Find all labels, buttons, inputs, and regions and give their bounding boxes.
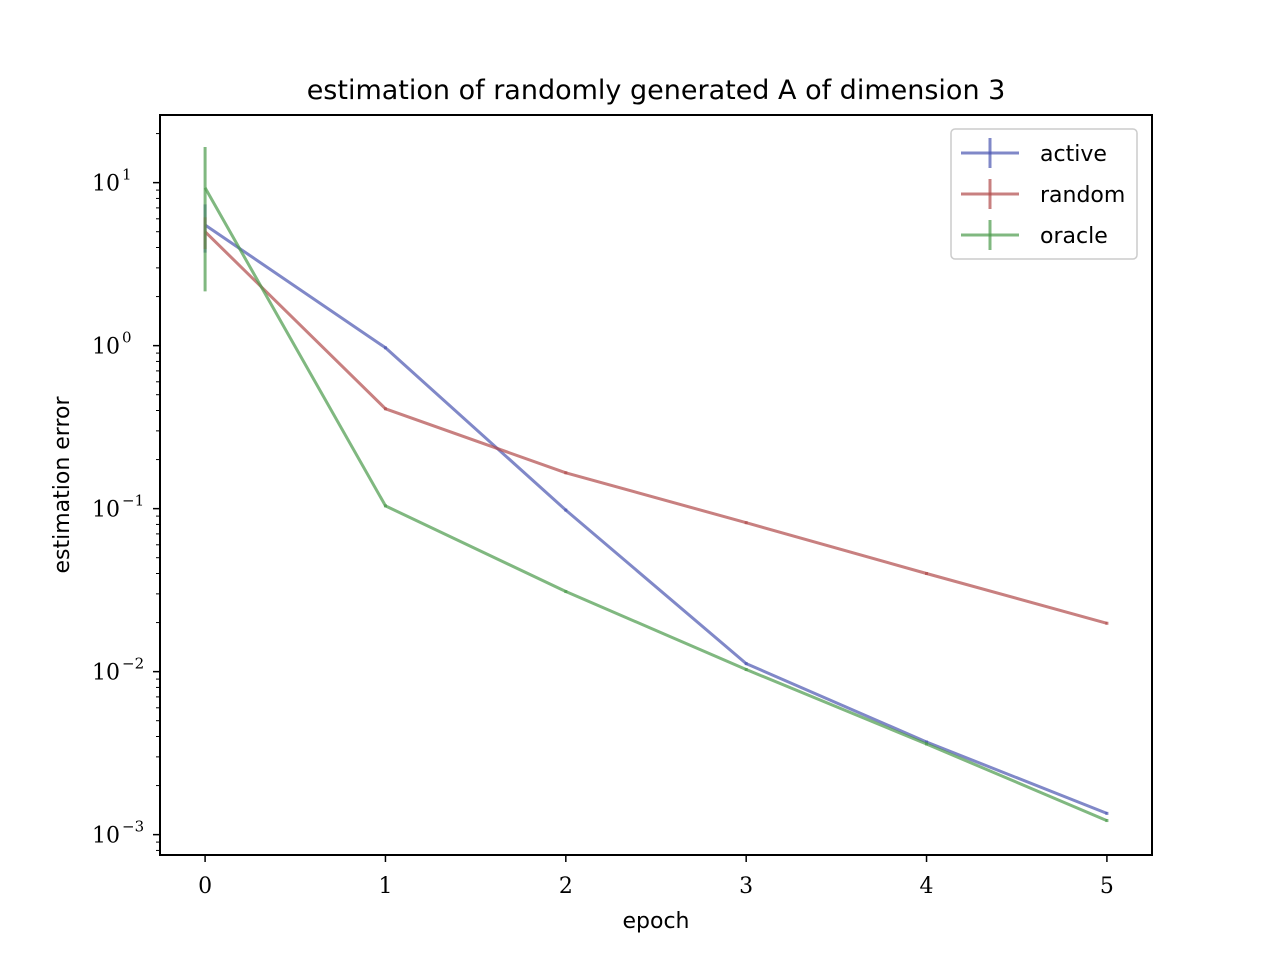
- plot-frame: [159, 114, 1153, 856]
- y-tick-exponent: −3: [122, 818, 144, 836]
- chart-title: estimation of randomly generated A of di…: [307, 75, 1006, 106]
- x-tick-label: 5: [1100, 874, 1114, 899]
- series-line-random: [204, 230, 1108, 625]
- series-oracle: [203, 146, 1109, 823]
- y-tick-exponent: −2: [122, 655, 144, 673]
- legend-label-random: random: [1040, 183, 1125, 208]
- y-tick-exponent: 0: [122, 329, 132, 347]
- series-line-active: [204, 223, 1108, 815]
- legend-box: [950, 128, 1138, 260]
- y-tick-exponent: −1: [122, 492, 144, 510]
- legend-item-active: active: [961, 138, 1107, 168]
- y-tick-label: 10: [92, 172, 120, 197]
- legend-label-active: active: [1040, 142, 1107, 167]
- y-axis-label: estimation error: [50, 396, 75, 574]
- x-axis-ticks: 0 1 2 3 4 5: [198, 855, 1114, 899]
- x-axis-label: epoch: [623, 909, 690, 934]
- series-layer: [203, 146, 1109, 823]
- legend-label-oracle: oracle: [1040, 224, 1108, 249]
- x-tick-label: 0: [198, 874, 212, 899]
- legend: active random oracle: [950, 128, 1138, 260]
- y-tick-label: 10: [92, 661, 120, 686]
- x-tick-label: 2: [559, 874, 573, 899]
- y-tick-label: 10: [92, 824, 120, 849]
- y-tick-label: 10: [92, 335, 120, 360]
- legend-item-random: random: [961, 179, 1125, 209]
- x-tick-label: 1: [378, 874, 392, 899]
- x-tick-label: 3: [739, 874, 753, 899]
- y-tick-label: 10: [92, 498, 120, 523]
- x-tick-label: 4: [920, 874, 934, 899]
- series-line-oracle: [203, 187, 1108, 822]
- legend-item-oracle: oracle: [961, 220, 1108, 250]
- y-tick-exponent: 1: [122, 166, 132, 184]
